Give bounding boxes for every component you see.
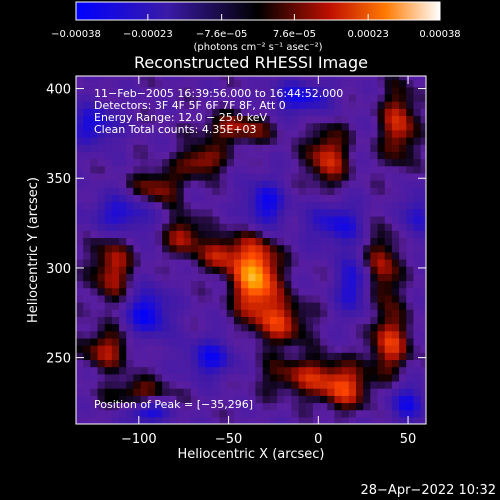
- info-line: 11−Feb−2005 16:39:56.000 to 16:44:52.000: [94, 87, 343, 100]
- y-tick-label: 300: [46, 262, 71, 277]
- heatmap-image: [76, 76, 426, 424]
- colorbar-tick-label: −0.00038: [51, 29, 101, 40]
- info-line: Energy Range: 12.0 − 25.0 keV: [94, 111, 268, 124]
- info-line: Detectors: 3F 4F 5F 6F 7F 8F, Att 0: [94, 99, 286, 112]
- colorbar-tick-label: −7.6e−05: [196, 29, 248, 40]
- render-date: 28−Apr−2022 10:32: [361, 483, 497, 498]
- peak-position-label: Position of Peak = [−35,296]: [94, 398, 253, 411]
- axis-ticks: −100 −50 0 50 250 300 350 400: [46, 76, 426, 447]
- x-tick-label: 50: [400, 432, 417, 447]
- colorbar-tick-label: 0.00023: [347, 29, 388, 40]
- chart-title: Reconstructed RHESSI Image: [134, 53, 368, 72]
- y-tick-label: 400: [46, 83, 71, 98]
- y-tick-label: 350: [46, 172, 71, 187]
- colorbar-tick-label: −0.00023: [123, 29, 173, 40]
- colorbar-tick-label: 0.00038: [419, 29, 460, 40]
- plot-frame: [75, 75, 427, 425]
- colorbar-unit-label: (photons cm⁻² s⁻¹ asec⁻²): [193, 42, 322, 53]
- x-axis-title: Heliocentric X (arcsec): [178, 447, 325, 462]
- x-tick-label: −100: [121, 432, 157, 447]
- info-line: Clean Total counts: 4.35E+03: [94, 123, 257, 136]
- colorbar: [75, 1, 441, 21]
- y-axis-title: Heliocentric Y (arcsec): [26, 177, 41, 323]
- x-tick-label: −50: [215, 432, 242, 447]
- y-tick-label: 250: [46, 352, 71, 367]
- colorbar-ticks: −0.00038 −0.00023 −7.6e−05 7.6e−05 0.00023 0.…: [51, 14, 461, 40]
- colorbar-tick-label: 7.6e−05: [273, 29, 316, 40]
- x-tick-label: 0: [314, 432, 322, 447]
- info-annotations: 11−Feb−2005 16:39:56.000 to 16:44:52.000…: [94, 87, 343, 136]
